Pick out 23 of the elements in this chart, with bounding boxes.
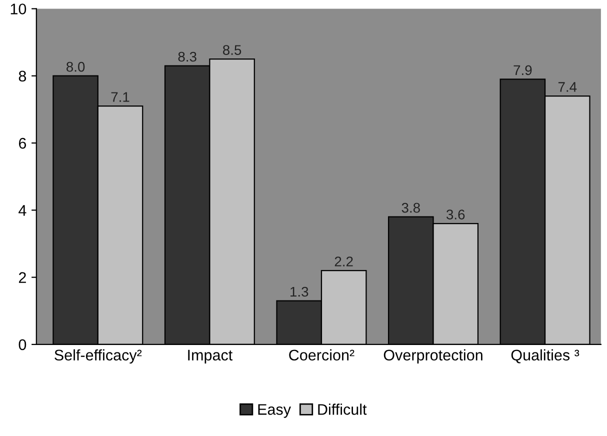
y-tick-label: 8 — [18, 70, 26, 82]
text: 7.9 — [514, 65, 532, 76]
text: 7.4 — [558, 82, 577, 92]
text: 3.6 — [446, 210, 465, 220]
legend-label: Easy — [258, 404, 291, 418]
text: 8.3 — [178, 52, 196, 62]
x-tick-label: Impact — [188, 350, 232, 364]
x-tick-label: Self-efficacy² — [54, 349, 142, 364]
text: 2.2 — [334, 256, 353, 266]
legend-label: Difficult — [318, 404, 367, 415]
text: 3.8 — [402, 202, 420, 213]
x-tick-label: Coercion² — [289, 349, 354, 361]
text: 1.3 — [290, 286, 308, 297]
y-tick-label: 2 — [18, 272, 26, 283]
text: 7.1 — [111, 92, 130, 102]
x-tick-label: Qualities ³ — [511, 349, 580, 364]
text: 8.5 — [222, 45, 242, 55]
y-tick-label: 0 — [18, 339, 26, 350]
text: 8.0 — [66, 62, 85, 72]
x-tick-label: Overprotection — [384, 349, 482, 364]
y-tick-label: 6 — [18, 138, 26, 149]
y-tick-label: 4 — [18, 205, 26, 216]
y-tick-label: 10 — [10, 4, 26, 14]
